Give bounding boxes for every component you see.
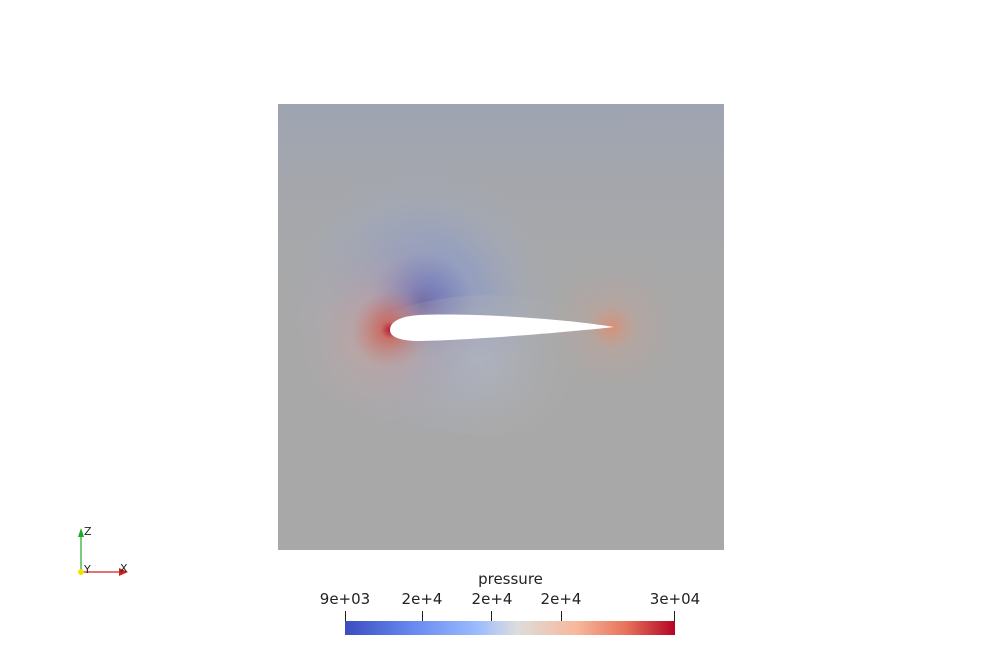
colorbar-tick-mark bbox=[345, 611, 346, 623]
colorbar-tick-mark bbox=[422, 611, 423, 623]
x-axis-label: X bbox=[120, 562, 128, 575]
colorbar-tick-label: 3e+04 bbox=[649, 590, 701, 608]
colorbar-tick-label: 9e+03 bbox=[319, 590, 371, 608]
airfoil-shape bbox=[390, 314, 614, 341]
colorbar-tick-mark bbox=[674, 611, 675, 623]
orientation-axes bbox=[78, 528, 128, 576]
colorbar-title: pressure bbox=[478, 570, 543, 588]
colorbar-tick-label: 2e+4 bbox=[401, 590, 443, 608]
pressure-field bbox=[278, 104, 724, 550]
y-axis-dot bbox=[78, 569, 84, 575]
colorbar-tick-label: 2e+4 bbox=[540, 590, 582, 608]
colorbar-tick-mark bbox=[491, 611, 492, 623]
y-axis-label: Y bbox=[84, 563, 91, 576]
colorbar-tick-mark bbox=[561, 611, 562, 623]
x-axis-arrow bbox=[119, 568, 128, 576]
colorbar-tick-label: 2e+4 bbox=[471, 590, 513, 608]
z-axis-arrow bbox=[78, 528, 84, 537]
z-axis-label: Z bbox=[84, 525, 92, 538]
colorbar-gradient bbox=[345, 621, 675, 635]
